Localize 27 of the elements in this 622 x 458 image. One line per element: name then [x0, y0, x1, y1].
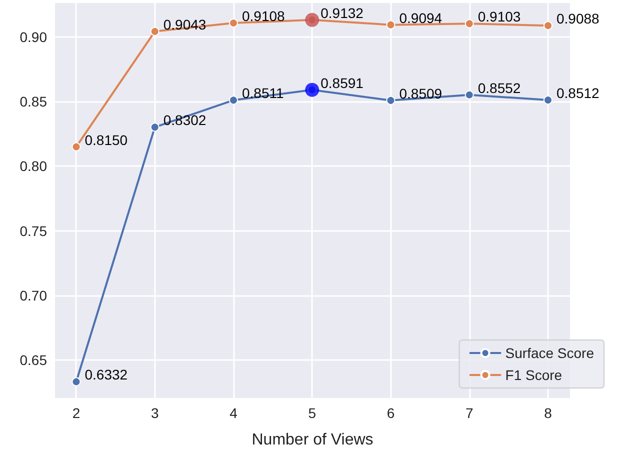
x-tick-label: 8 [544, 405, 552, 421]
data-label: 0.9088 [556, 10, 600, 27]
data-label: 0.8552 [478, 80, 521, 96]
data-label: 0.8591 [320, 74, 364, 91]
x-tick-label: 7 [465, 405, 474, 421]
y-tick-label: 0.90 [20, 28, 48, 45]
y-tick-label: 0.80 [20, 158, 48, 174]
data-label: 0.9132 [320, 4, 364, 21]
data-label: 0.8150 [84, 132, 128, 148]
y-tick-label: 0.75 [20, 222, 48, 239]
data-label: 0.6332 [84, 366, 128, 383]
x-tick-label: 4 [230, 405, 238, 421]
y-tick-label: 0.70 [20, 287, 48, 304]
x-tick-label: 3 [150, 405, 159, 421]
x-tick-label: 2 [72, 405, 80, 421]
data-label: 0.9108 [242, 8, 286, 24]
legend-label: Surface Score [505, 345, 594, 361]
x-tick-label: 5 [308, 405, 316, 421]
data-label: 0.9103 [478, 8, 521, 25]
x-axis-title: Number of Views [252, 432, 374, 448]
legend-label: F1 Score [505, 367, 562, 383]
data-label: 0.8512 [556, 85, 600, 102]
y-tick-label: 0.85 [20, 94, 48, 110]
x-tick-label: 6 [386, 405, 395, 421]
data-label: 0.8509 [399, 85, 442, 102]
data-label: 0.9094 [399, 10, 442, 26]
y-tick-label: 0.65 [20, 352, 48, 368]
